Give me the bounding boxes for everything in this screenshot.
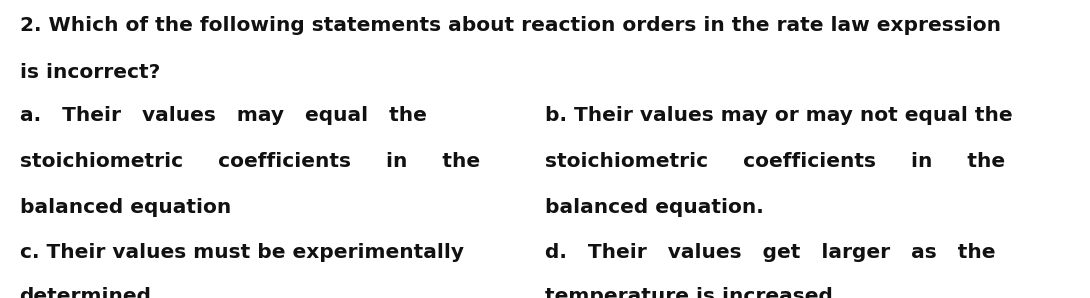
Text: b. Their values may or may not equal the: b. Their values may or may not equal the bbox=[545, 106, 1013, 125]
Text: c. Their values must be experimentally: c. Their values must be experimentally bbox=[20, 243, 463, 262]
Text: d.   Their   values   get   larger   as   the: d. Their values get larger as the bbox=[545, 243, 995, 262]
Text: balanced equation.: balanced equation. bbox=[545, 198, 764, 217]
Text: balanced equation: balanced equation bbox=[20, 198, 231, 217]
Text: stoichiometric     coefficients     in     the: stoichiometric coefficients in the bbox=[20, 152, 480, 171]
Text: determined.: determined. bbox=[20, 287, 159, 298]
Text: stoichiometric     coefficients     in     the: stoichiometric coefficients in the bbox=[545, 152, 1005, 171]
Text: is incorrect?: is incorrect? bbox=[20, 63, 160, 82]
Text: a.   Their   values   may   equal   the: a. Their values may equal the bbox=[20, 106, 426, 125]
Text: temperature is increased: temperature is increased bbox=[545, 287, 833, 298]
Text: 2. Which of the following statements about reaction orders in the rate law expre: 2. Which of the following statements abo… bbox=[20, 16, 1001, 35]
